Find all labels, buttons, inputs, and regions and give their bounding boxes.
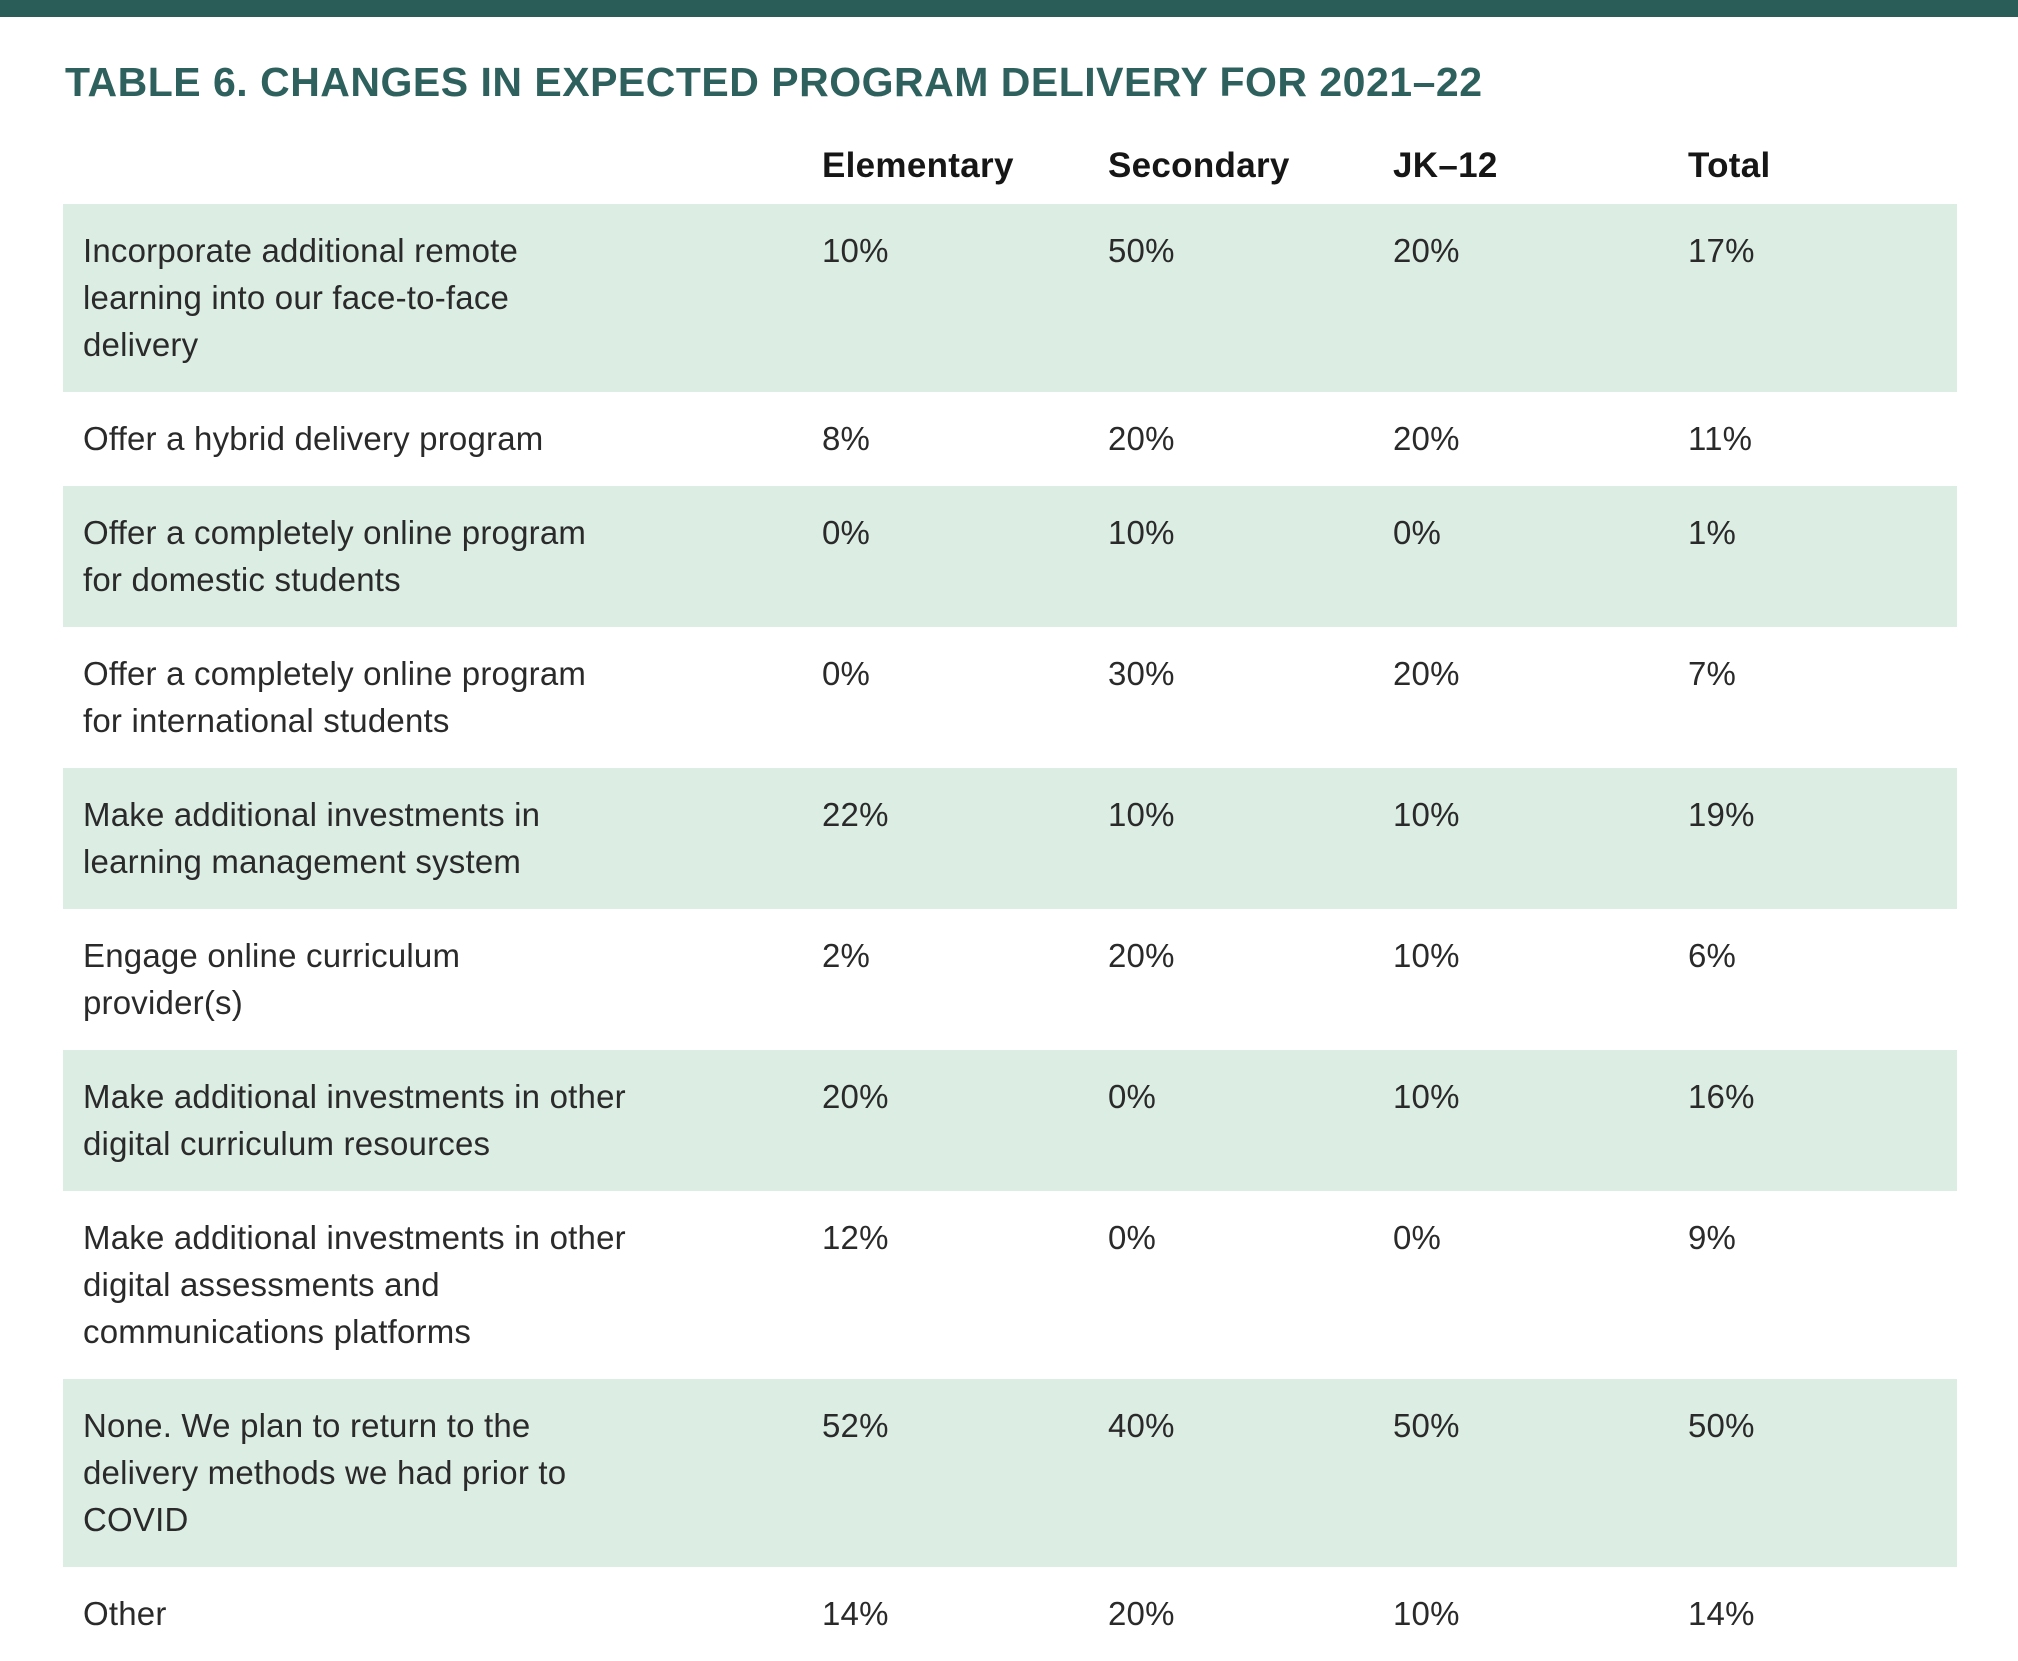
row-label: Make additional investments in other dig…: [63, 1191, 822, 1379]
table-body: Incorporate additional remote learning i…: [63, 204, 1957, 1661]
table-row: Other 14% 20% 10% 14%: [63, 1567, 1957, 1661]
row-value: 10%: [1393, 1595, 1460, 1632]
row-label: Offer a completely online program for in…: [63, 627, 822, 768]
column-header-jk-12: JK–12: [1393, 146, 1498, 185]
top-accent-bar: [0, 0, 2018, 17]
row-label-text: Make additional investments in learning …: [83, 796, 541, 880]
row-value: 0%: [1393, 1219, 1442, 1256]
row-value: 20%: [1108, 937, 1175, 974]
table-header-row: Elementary Secondary JK–12 Total: [63, 146, 1957, 204]
table-row: Offer a completely online program for do…: [63, 486, 1957, 627]
column-header-secondary: Secondary: [1108, 146, 1290, 185]
row-value: 8%: [822, 420, 871, 457]
row-value: 10%: [1393, 768, 1688, 909]
row-value: 0%: [822, 486, 1108, 627]
row-value: 12%: [822, 1219, 889, 1256]
row-value: 20%: [1393, 420, 1460, 457]
row-label-text: Offer a completely online program for in…: [83, 655, 587, 739]
row-label-text: Make additional investments in other dig…: [83, 1078, 626, 1162]
row-label-text: Offer a completely online program for do…: [83, 514, 587, 598]
row-label-text: Other: [83, 1595, 167, 1632]
row-label-text: Incorporate additional remote learning i…: [83, 232, 519, 363]
row-value: 20%: [822, 1050, 1108, 1191]
row-value: 0%: [1108, 1050, 1393, 1191]
row-value: 0%: [1393, 486, 1688, 627]
row-value: 20%: [1108, 420, 1175, 457]
row-value: 10%: [1108, 768, 1393, 909]
row-value: 14%: [1688, 1595, 1755, 1632]
row-value: 50%: [1108, 204, 1393, 392]
row-value: 11%: [1688, 420, 1753, 457]
row-value: 19%: [1688, 768, 1957, 909]
row-label: Other: [63, 1567, 822, 1661]
row-label-text: Make additional investments in other dig…: [83, 1219, 626, 1350]
row-label: Offer a completely online program for do…: [63, 486, 822, 627]
table-row: Incorporate additional remote learning i…: [63, 204, 1957, 392]
row-value: 0%: [1108, 1219, 1157, 1256]
table-row: Offer a hybrid delivery program 8% 20% 20% 1…: [63, 392, 1957, 486]
row-value: 20%: [1393, 655, 1460, 692]
row-value: 10%: [1393, 1050, 1688, 1191]
row-label: Offer a hybrid delivery program: [63, 392, 822, 486]
row-value: 22%: [822, 768, 1108, 909]
column-header-elementary: Elementary: [822, 146, 1014, 185]
row-value: 1%: [1688, 486, 1957, 627]
row-value: 50%: [1688, 1379, 1957, 1567]
table-row: Make additional investments in other dig…: [63, 1050, 1957, 1191]
row-label: Engage online curriculum provider(s): [63, 909, 822, 1050]
program-delivery-table: Elementary Secondary JK–12 Total Incorporat…: [63, 146, 1957, 1661]
page-title: TABLE 6. CHANGES IN EXPECTED PROGRAM DEL…: [65, 59, 1483, 105]
table-row: Make additional investments in other dig…: [63, 1191, 1957, 1379]
row-value: 30%: [1108, 655, 1175, 692]
row-value: 10%: [1108, 486, 1393, 627]
row-label-text: None. We plan to return to the delivery …: [83, 1407, 567, 1538]
row-value: 10%: [1393, 937, 1460, 974]
table-row: Make additional investments in learning …: [63, 768, 1957, 909]
table-row: None. We plan to return to the delivery …: [63, 1379, 1957, 1567]
row-value: 40%: [1108, 1379, 1393, 1567]
row-value: 0%: [822, 655, 871, 692]
row-label: Incorporate additional remote learning i…: [63, 204, 822, 392]
row-label-text: Offer a hybrid delivery program: [83, 420, 544, 457]
page-content: TABLE 6. CHANGES IN EXPECTED PROGRAM DEL…: [0, 17, 2018, 1661]
row-label-text: Engage online curriculum provider(s): [83, 937, 461, 1021]
row-value: 9%: [1688, 1219, 1737, 1256]
header-spacer-cell: [63, 146, 822, 204]
row-value: 50%: [1393, 1379, 1688, 1567]
row-value: 20%: [1393, 204, 1688, 392]
row-value: 20%: [1108, 1595, 1175, 1632]
row-value: 52%: [822, 1379, 1108, 1567]
row-label: Make additional investments in other dig…: [63, 1050, 822, 1191]
row-label: None. We plan to return to the delivery …: [63, 1379, 822, 1567]
column-header-total: Total: [1688, 146, 1771, 185]
row-value: 14%: [822, 1595, 889, 1632]
table-row: Engage online curriculum provider(s) 2% 20…: [63, 909, 1957, 1050]
row-value: 10%: [822, 204, 1108, 392]
row-value: 7%: [1688, 655, 1737, 692]
row-value: 6%: [1688, 937, 1737, 974]
table-row: Offer a completely online program for in…: [63, 627, 1957, 768]
row-value: 16%: [1688, 1050, 1957, 1191]
row-value: 17%: [1688, 204, 1957, 392]
row-label: Make additional investments in learning …: [63, 768, 822, 909]
row-value: 2%: [822, 937, 871, 974]
